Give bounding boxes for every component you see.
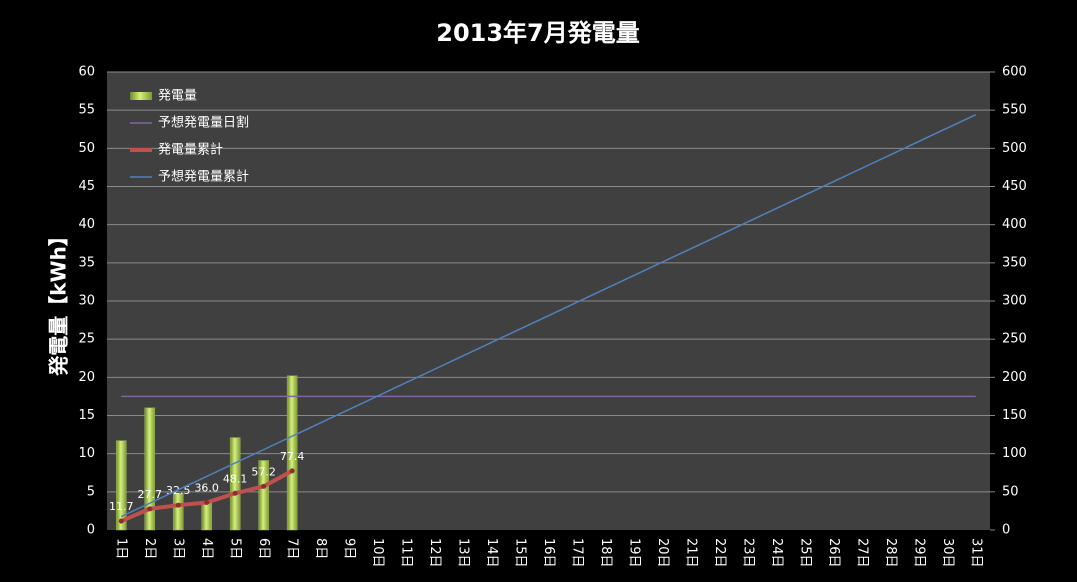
x-tick-label: 27日: [854, 538, 869, 568]
legend-label: 発電量累計: [158, 142, 223, 158]
y2-tick-label: 600: [1002, 65, 1027, 80]
x-tick-label: 10日: [370, 538, 385, 568]
y2-tick-label: 350: [1002, 255, 1027, 270]
marker: [147, 506, 153, 512]
x-tick-label: 3日: [171, 538, 186, 559]
x-tick-label: 8日: [313, 538, 328, 559]
bar: [258, 460, 269, 531]
legend-label: 予想発電量日割: [158, 115, 249, 131]
y-tick-label: 45: [78, 179, 95, 194]
x-tick-label: 17日: [569, 538, 584, 568]
x-tick-label: 20日: [655, 538, 670, 568]
y2-tick-label: 250: [1002, 332, 1027, 347]
y-tick-label: 50: [78, 141, 95, 156]
y-tick-label: 35: [78, 255, 95, 270]
x-tick-label: 29日: [911, 538, 926, 568]
x-tick-label: 15日: [513, 538, 528, 568]
x-tick-label: 23日: [740, 538, 755, 568]
marker: [175, 502, 181, 508]
data-label: 11.7: [109, 500, 134, 513]
x-tick-label: 4日: [199, 538, 214, 559]
x-tick-label: 16日: [541, 538, 556, 568]
data-label: 77.4: [280, 450, 305, 463]
x-tick-label: 26日: [826, 538, 841, 568]
y2-tick-label: 150: [1002, 408, 1027, 423]
y-tick-label: 15: [78, 408, 95, 423]
data-label: 27.7: [137, 488, 162, 501]
bar: [172, 493, 184, 531]
y2-tick-label: 450: [1002, 179, 1027, 194]
x-tick-label: 21日: [683, 538, 698, 568]
data-label: 36.0: [194, 482, 219, 495]
x-tick-label: 22日: [712, 538, 727, 568]
x-tick-label: 1日: [114, 538, 129, 559]
marker: [118, 518, 124, 524]
y2-tick-label: 300: [1002, 294, 1027, 309]
y-axis-label: 発電量【kWh】: [47, 226, 71, 377]
x-tick-label: 13日: [456, 538, 471, 568]
y-tick-label: 0: [87, 523, 95, 538]
x-tick-label: 5日: [228, 538, 243, 559]
legend-label: 予想発電量累計: [158, 169, 249, 185]
x-tick-label: 12日: [427, 538, 442, 568]
bar: [286, 375, 298, 531]
y2-tick-label: 100: [1002, 446, 1027, 461]
x-tick-label: 24日: [769, 538, 784, 568]
line: [120, 113, 977, 518]
marker: [289, 468, 295, 474]
x-tick-label: 18日: [598, 538, 613, 568]
y2-tick-label: 0: [1002, 523, 1010, 538]
x-tick-label: 9日: [342, 538, 357, 559]
x-tick-label: 11日: [399, 538, 414, 568]
x-tick-label: 7日: [285, 538, 300, 559]
y2-tick-label: 50: [1002, 484, 1019, 499]
data-label: 57.2: [251, 465, 276, 478]
bar: [115, 440, 127, 531]
chart-title: 2013年7月発電量: [436, 19, 640, 47]
y-tick-label: 20: [78, 370, 95, 385]
legend-label: 発電量: [158, 89, 197, 104]
legend-swatch: [130, 92, 152, 100]
x-tick-label: 31日: [968, 538, 983, 568]
y2-tick-label: 200: [1002, 370, 1027, 385]
data-label: 48.1: [223, 472, 248, 485]
marker: [232, 490, 238, 496]
y-tick-label: 30: [78, 294, 95, 309]
x-tick-label: 6日: [256, 538, 271, 559]
bar: [201, 503, 212, 531]
y-tick-label: 10: [78, 446, 95, 461]
x-tick-label: 28日: [883, 538, 898, 568]
y2-tick-label: 500: [1002, 141, 1027, 156]
x-tick-label: 14日: [484, 538, 499, 568]
x-tick-label: 30日: [940, 538, 955, 568]
x-tick-label: 25日: [797, 538, 812, 568]
bar: [229, 437, 241, 531]
y-tick-label: 25: [78, 332, 95, 347]
bar: [144, 407, 155, 531]
y2-tick-label: 400: [1002, 217, 1027, 232]
y-tick-label: 5: [87, 484, 95, 499]
marker: [204, 500, 210, 506]
x-tick-label: 19日: [626, 538, 641, 568]
y-tick-label: 55: [78, 103, 95, 118]
marker: [261, 483, 267, 489]
y-tick-label: 60: [78, 65, 95, 80]
y2-tick-label: 550: [1002, 103, 1027, 118]
y-tick-label: 40: [78, 217, 95, 232]
x-tick-label: 2日: [142, 538, 157, 559]
